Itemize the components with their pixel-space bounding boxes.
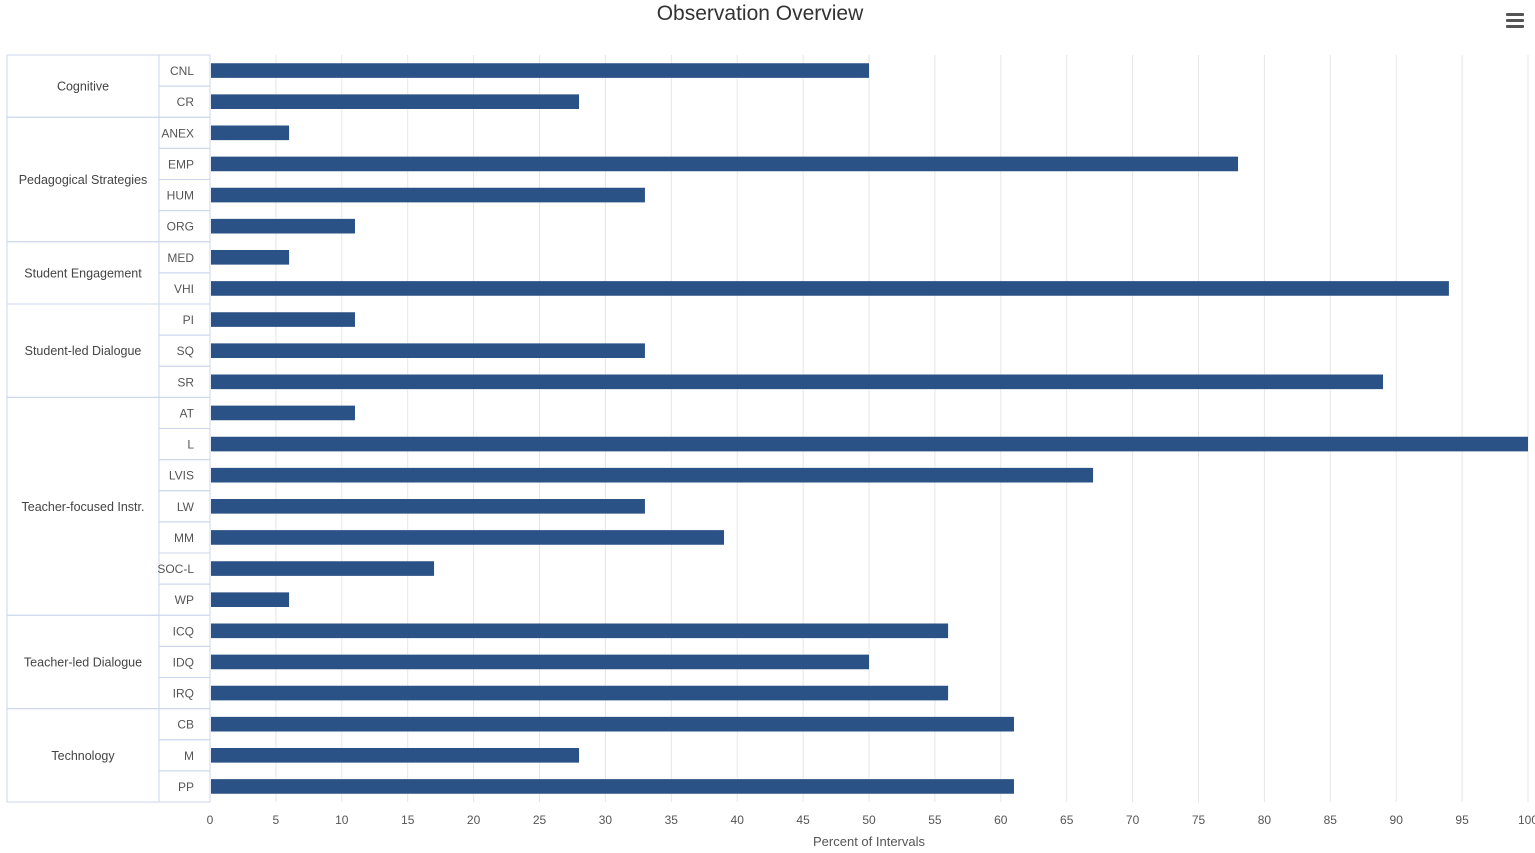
x-tick-label: 95 xyxy=(1455,813,1469,827)
x-tick-label: 60 xyxy=(994,813,1008,827)
category-label: PP xyxy=(178,780,194,794)
category-label: M xyxy=(184,749,194,763)
x-tick-label: 25 xyxy=(533,813,547,827)
bar-pi[interactable] xyxy=(211,312,355,327)
category-label: LVIS xyxy=(169,469,194,483)
bar-idq[interactable] xyxy=(211,654,869,670)
category-label: IDQ xyxy=(173,655,194,669)
category-label: AT xyxy=(180,406,195,420)
bar-irq[interactable] xyxy=(211,685,949,701)
category-label: MM xyxy=(174,531,194,545)
x-tick-label: 90 xyxy=(1390,813,1404,827)
category-label: EMP xyxy=(168,157,194,171)
category-label: LW xyxy=(177,500,195,514)
x-tick-label: 10 xyxy=(335,813,349,827)
x-tick-label: 15 xyxy=(401,813,415,827)
bar-sq[interactable] xyxy=(211,343,645,359)
category-label: ORG xyxy=(167,220,194,234)
category-label: ANEX xyxy=(161,126,194,140)
x-tick-label: 40 xyxy=(731,813,745,827)
bar-icq[interactable] xyxy=(211,623,949,639)
bar-lvis[interactable] xyxy=(211,467,1094,483)
category-label: ICQ xyxy=(173,624,194,638)
group-label: Student-led Dialogue xyxy=(25,344,142,358)
bar-at[interactable] xyxy=(211,405,355,421)
x-axis-ticks: 0 5 10 15 20 25 30 35 40 45 50 55 60 65 70 75 80 85 90 95 10… xyxy=(207,813,1535,827)
bar-sr[interactable] xyxy=(211,374,1384,390)
x-tick-label: 20 xyxy=(467,813,481,827)
x-tick-label: 45 xyxy=(796,813,810,827)
category-label: WP xyxy=(175,593,194,607)
x-tick-label: 55 xyxy=(928,813,942,827)
bar-cnl[interactable] xyxy=(211,63,869,78)
category-table: Cognitive CNL CR Pedagogical Strategies ANEX… xyxy=(6,54,211,803)
bar-anex[interactable] xyxy=(211,125,290,141)
x-tick-label: 0 xyxy=(207,813,214,827)
bar-pp[interactable] xyxy=(211,779,1014,794)
bar-cr[interactable] xyxy=(211,94,580,110)
x-tick-label: 65 xyxy=(1060,813,1074,827)
group-label: Student Engagement xyxy=(24,266,142,280)
category-cell xyxy=(158,428,211,461)
chart-title: Observation Overview xyxy=(656,2,864,25)
group-label: Teacher-focused Instr. xyxy=(22,500,145,514)
group-label: Pedagogical Strategies xyxy=(19,173,148,187)
bar-m[interactable] xyxy=(211,747,580,763)
group-label: Technology xyxy=(51,749,115,763)
category-label: IRQ xyxy=(173,687,194,701)
group-label: Cognitive xyxy=(57,80,109,94)
x-tick-label: 80 xyxy=(1258,813,1272,827)
x-tick-label: 35 xyxy=(665,813,679,827)
category-cell xyxy=(158,770,211,803)
category-label: MED xyxy=(167,251,194,265)
bar-mm[interactable] xyxy=(211,530,725,545)
category-label: HUM xyxy=(167,189,194,203)
bars xyxy=(211,63,1528,794)
group-label: Teacher-led Dialogue xyxy=(24,655,142,669)
bar-cb[interactable] xyxy=(211,716,1014,732)
x-tick-label: 100 xyxy=(1518,813,1535,827)
category-label: SR xyxy=(177,375,194,389)
chart-menu-button[interactable] xyxy=(1500,8,1530,32)
x-tick-label: 50 xyxy=(862,813,876,827)
x-axis-title: Percent of Intervals xyxy=(813,834,925,849)
category-label: VHI xyxy=(174,282,194,296)
bar-emp[interactable] xyxy=(211,156,1239,172)
bar-wp[interactable] xyxy=(211,592,290,608)
bar-lw[interactable] xyxy=(211,498,645,514)
category-label: CNL xyxy=(170,64,194,78)
bar-hum[interactable] xyxy=(211,187,645,203)
category-label: L xyxy=(187,438,194,452)
category-label: CB xyxy=(177,718,194,732)
x-tick-label: 30 xyxy=(599,813,613,827)
x-tick-label: 70 xyxy=(1126,813,1140,827)
bar-org[interactable] xyxy=(211,218,355,234)
bar-l[interactable] xyxy=(211,436,1528,452)
grid-lines xyxy=(209,55,1529,802)
category-label: CR xyxy=(177,95,195,109)
x-tick-label: 5 xyxy=(273,813,280,827)
category-label: SQ xyxy=(177,344,194,358)
bar-soc-l[interactable] xyxy=(211,561,435,576)
x-tick-label: 85 xyxy=(1324,813,1338,827)
category-label: PI xyxy=(183,313,194,327)
bar-med[interactable] xyxy=(211,249,290,265)
category-label: SOC-L xyxy=(157,562,194,576)
x-tick-label: 75 xyxy=(1192,813,1206,827)
bar-vhi[interactable] xyxy=(211,281,1449,296)
